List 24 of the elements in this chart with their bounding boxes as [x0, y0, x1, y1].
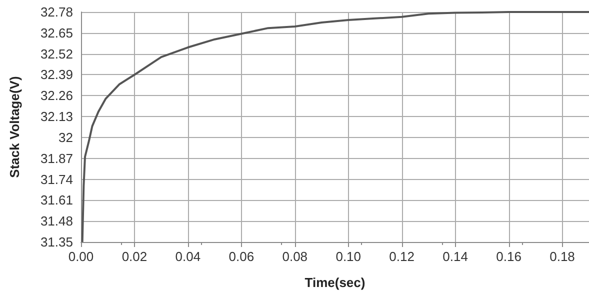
- x-tick-label: 0.06: [228, 249, 254, 264]
- y-tick-label: 32.26: [40, 88, 73, 104]
- y-tick-label: 32.65: [40, 25, 73, 40]
- y-tick-label: 32.13: [40, 109, 73, 124]
- y-tick-label: 31.61: [40, 192, 73, 208]
- x-tick-label: 0.16: [496, 249, 522, 264]
- y-tick-label: 31.48: [40, 214, 73, 229]
- x-tick-label: 0.08: [282, 249, 308, 264]
- x-tick-label: 0.00: [68, 249, 94, 264]
- x-tick-label: 0.14: [442, 249, 468, 264]
- x-tick-label: 0.12: [389, 249, 414, 264]
- y-tick-label: 32.39: [40, 67, 73, 82]
- y-tick-label: 32: [58, 130, 73, 145]
- y-tick-label: 31.74: [40, 172, 73, 187]
- x-tick-label: 0.02: [122, 249, 148, 264]
- y-axis-title: Stack Voltage(V): [7, 76, 22, 178]
- y-tick-label: 31.87: [40, 150, 73, 166]
- y-tick-label: 32.52: [40, 46, 73, 62]
- x-tick-label: 0.18: [550, 249, 575, 264]
- x-tick-label: 0.10: [336, 249, 362, 264]
- x-axis-title: Time(sec): [304, 275, 366, 290]
- x-tick-label: 0.04: [175, 249, 201, 264]
- y-tick-label: 31.35: [40, 234, 73, 250]
- y-tick-label: 32.78: [40, 4, 73, 20]
